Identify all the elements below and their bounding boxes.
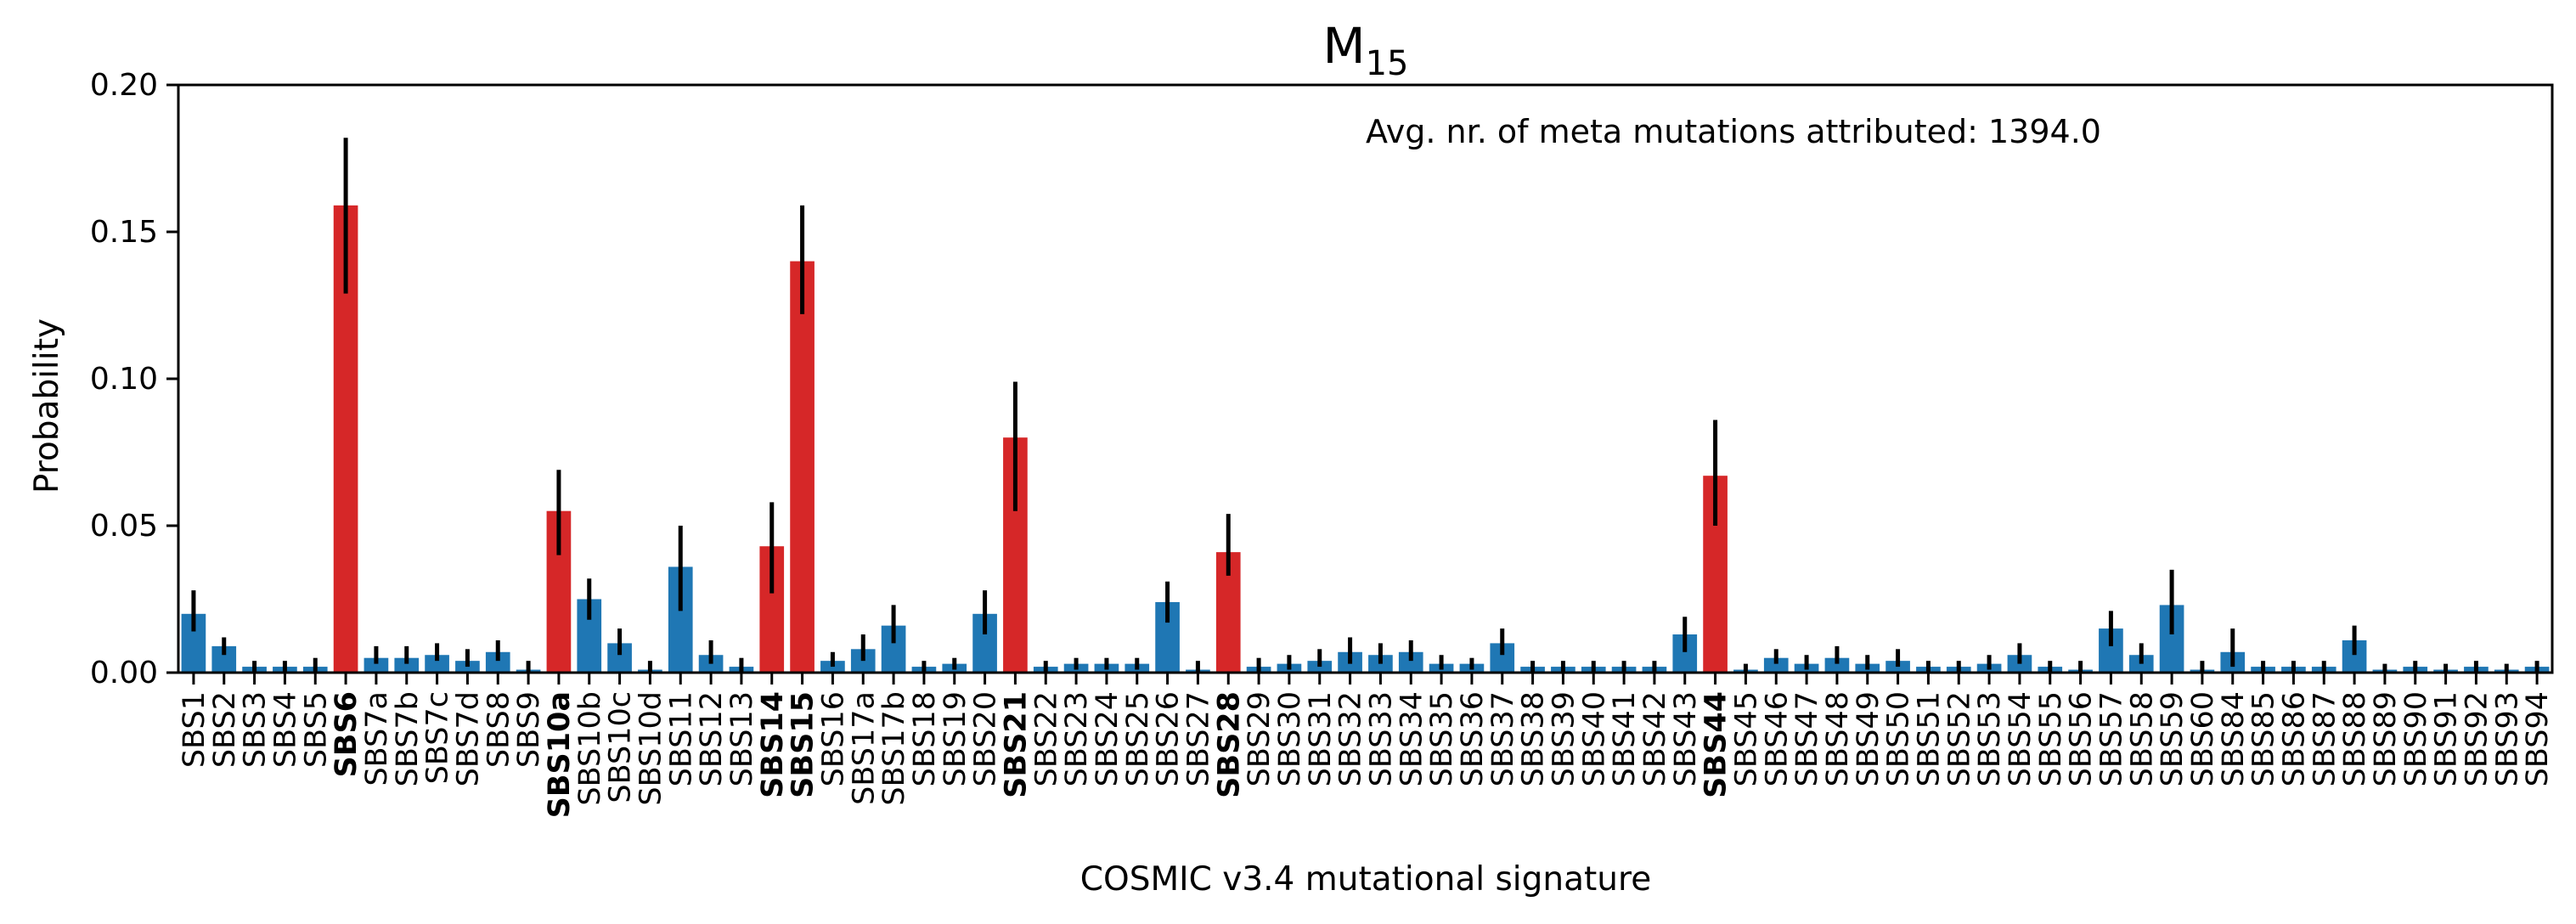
x-tick-label-SBS87: SBS87 (2308, 691, 2342, 786)
x-tick-label-SBS15: SBS15 (786, 691, 820, 798)
x-tick-label-SBS7d: SBS7d (451, 691, 485, 786)
y-tick-label: 0.10 (90, 362, 158, 397)
x-tick-label-SBS85: SBS85 (2247, 691, 2281, 786)
x-tick-label-SBS32: SBS32 (1334, 691, 1368, 786)
x-tick-label-SBS17a: SBS17a (847, 691, 881, 805)
x-tick-label-SBS22: SBS22 (1029, 691, 1063, 786)
x-tick-label-SBS17b: SBS17b (877, 691, 911, 806)
x-tick-label-SBS40: SBS40 (1577, 691, 1611, 786)
x-tick-label-SBS46: SBS46 (1760, 691, 1794, 786)
x-tick-label-SBS50: SBS50 (1882, 691, 1916, 786)
y-tick-label: 0.05 (90, 509, 158, 544)
x-axis-label: COSMIC v3.4 mutational signature (1080, 860, 1651, 899)
y-tick-label: 0.20 (90, 68, 158, 103)
x-tick-label-SBS84: SBS84 (2217, 691, 2251, 786)
x-tick-label-SBS8: SBS8 (482, 691, 516, 768)
x-tick-label-SBS90: SBS90 (2399, 691, 2433, 786)
x-tick-label-SBS49: SBS49 (1852, 691, 1885, 786)
y-tick-label: 0.00 (90, 656, 158, 690)
x-tick-label-SBS38: SBS38 (1517, 691, 1551, 786)
x-tick-label-SBS21: SBS21 (999, 691, 1033, 798)
x-tick-label-SBS13: SBS13 (725, 691, 759, 786)
x-tick-label-SBS10c: SBS10c (604, 691, 638, 803)
bar-SBS7c (425, 655, 449, 673)
plot-frame (177, 83, 2554, 674)
x-tick-label-SBS35: SBS35 (1425, 691, 1459, 786)
y-axis-label: Probability (28, 318, 66, 493)
x-tick-label-SBS56: SBS56 (2065, 691, 2099, 786)
x-tick-label-SBS11: SBS11 (664, 691, 698, 786)
x-tick-label-SBS54: SBS54 (2004, 691, 2038, 786)
x-tick-label-SBS93: SBS93 (2490, 691, 2524, 786)
x-tick-label-SBS48: SBS48 (1821, 691, 1855, 786)
x-tick-label-SBS26: SBS26 (1152, 691, 1186, 786)
chart-title: M15 (1323, 17, 1409, 83)
x-tick-label-SBS43: SBS43 (1669, 691, 1703, 786)
bar-SBS7a (364, 657, 389, 673)
x-tick-label-SBS23: SBS23 (1060, 691, 1094, 786)
x-tick-label-SBS20: SBS20 (969, 691, 1003, 786)
x-tick-label-SBS57: SBS57 (2094, 691, 2128, 786)
x-tick-label-SBS44: SBS44 (1699, 691, 1733, 798)
x-tick-label-SBS9: SBS9 (512, 691, 546, 768)
x-tick-label-SBS3: SBS3 (239, 691, 273, 768)
bar-SBS46 (1763, 657, 1789, 673)
bar-SBS7b (394, 657, 420, 673)
x-tick-label-SBS10a: SBS10a (543, 691, 577, 818)
x-tick-label-SBS89: SBS89 (2369, 691, 2403, 786)
x-tick-label-SBS55: SBS55 (2034, 691, 2068, 786)
chart-title-subscript: 15 (1366, 44, 1409, 83)
x-tick-label-SBS2: SBS2 (208, 691, 242, 768)
x-tick-label-SBS45: SBS45 (1729, 691, 1763, 786)
x-tick-label-SBS1: SBS1 (178, 691, 211, 768)
x-tick-label-SBS53: SBS53 (1973, 691, 2007, 786)
x-tick-label-SBS30: SBS30 (1273, 691, 1307, 786)
x-tick-label-SBS58: SBS58 (2125, 691, 2159, 786)
x-tick-label-SBS7b: SBS7b (391, 691, 425, 786)
x-tick-label-SBS4: SBS4 (268, 691, 302, 768)
bar-SBS15 (790, 261, 815, 673)
x-tick-label-SBS25: SBS25 (1121, 691, 1155, 786)
x-tick-label-SBS37: SBS37 (1486, 691, 1520, 786)
x-tick-label-SBS59: SBS59 (2156, 691, 2190, 786)
x-tick-label-SBS88: SBS88 (2338, 691, 2372, 786)
x-tick-label-SBS34: SBS34 (1395, 691, 1429, 786)
x-tick-label-SBS12: SBS12 (695, 691, 729, 786)
x-tick-label-SBS33: SBS33 (1364, 691, 1398, 786)
x-tick-label-SBS51: SBS51 (1912, 691, 1946, 786)
x-tick-label-SBS10b: SBS10b (573, 691, 607, 806)
bar-SBS48 (1824, 657, 1850, 673)
x-tick-label-SBS27: SBS27 (1181, 691, 1215, 786)
x-tick-label-SBS86: SBS86 (2277, 691, 2311, 786)
x-tick-label-SBS19: SBS19 (939, 691, 972, 786)
x-tick-label-SBS39: SBS39 (1547, 691, 1581, 786)
x-tick-label-SBS41: SBS41 (1608, 691, 1642, 786)
x-tick-label-SBS31: SBS31 (1304, 691, 1338, 786)
chart-title-main: M (1323, 17, 1366, 75)
x-tick-label-SBS28: SBS28 (1212, 691, 1246, 798)
x-tick-label-SBS92: SBS92 (2460, 691, 2494, 786)
x-tick-label-SBS24: SBS24 (1091, 691, 1125, 786)
x-tick-label-SBS47: SBS47 (1790, 691, 1824, 786)
x-tick-label-SBS36: SBS36 (1456, 691, 1490, 786)
x-tick-label-SBS16: SBS16 (816, 691, 850, 786)
x-tick-label-SBS60: SBS60 (2186, 691, 2220, 786)
y-tick-label: 0.15 (90, 215, 158, 250)
x-tick-label-SBS6: SBS6 (330, 691, 364, 777)
x-tick-label-SBS7a: SBS7a (360, 691, 394, 786)
x-tick-label-SBS94: SBS94 (2521, 691, 2555, 786)
x-tick-label-SBS5: SBS5 (299, 691, 333, 768)
x-tick-label-SBS7c: SBS7c (421, 691, 455, 784)
chart-annotation: Avg. nr. of meta mutations attributed: 1… (1366, 113, 2101, 150)
x-tick-label-SBS18: SBS18 (908, 691, 942, 786)
x-tick-label-SBS42: SBS42 (1638, 691, 1672, 786)
x-tick-label-SBS14: SBS14 (756, 691, 790, 798)
x-tick-label-SBS52: SBS52 (1942, 691, 1976, 786)
x-tick-label-SBS91: SBS91 (2430, 691, 2464, 786)
x-tick-label-SBS29: SBS29 (1243, 691, 1277, 786)
plot-area: 0.000.050.100.150.20SBS1SBS2SBS3SBS4SBS5… (90, 68, 2555, 818)
x-tick-label-SBS10d: SBS10d (634, 691, 668, 806)
